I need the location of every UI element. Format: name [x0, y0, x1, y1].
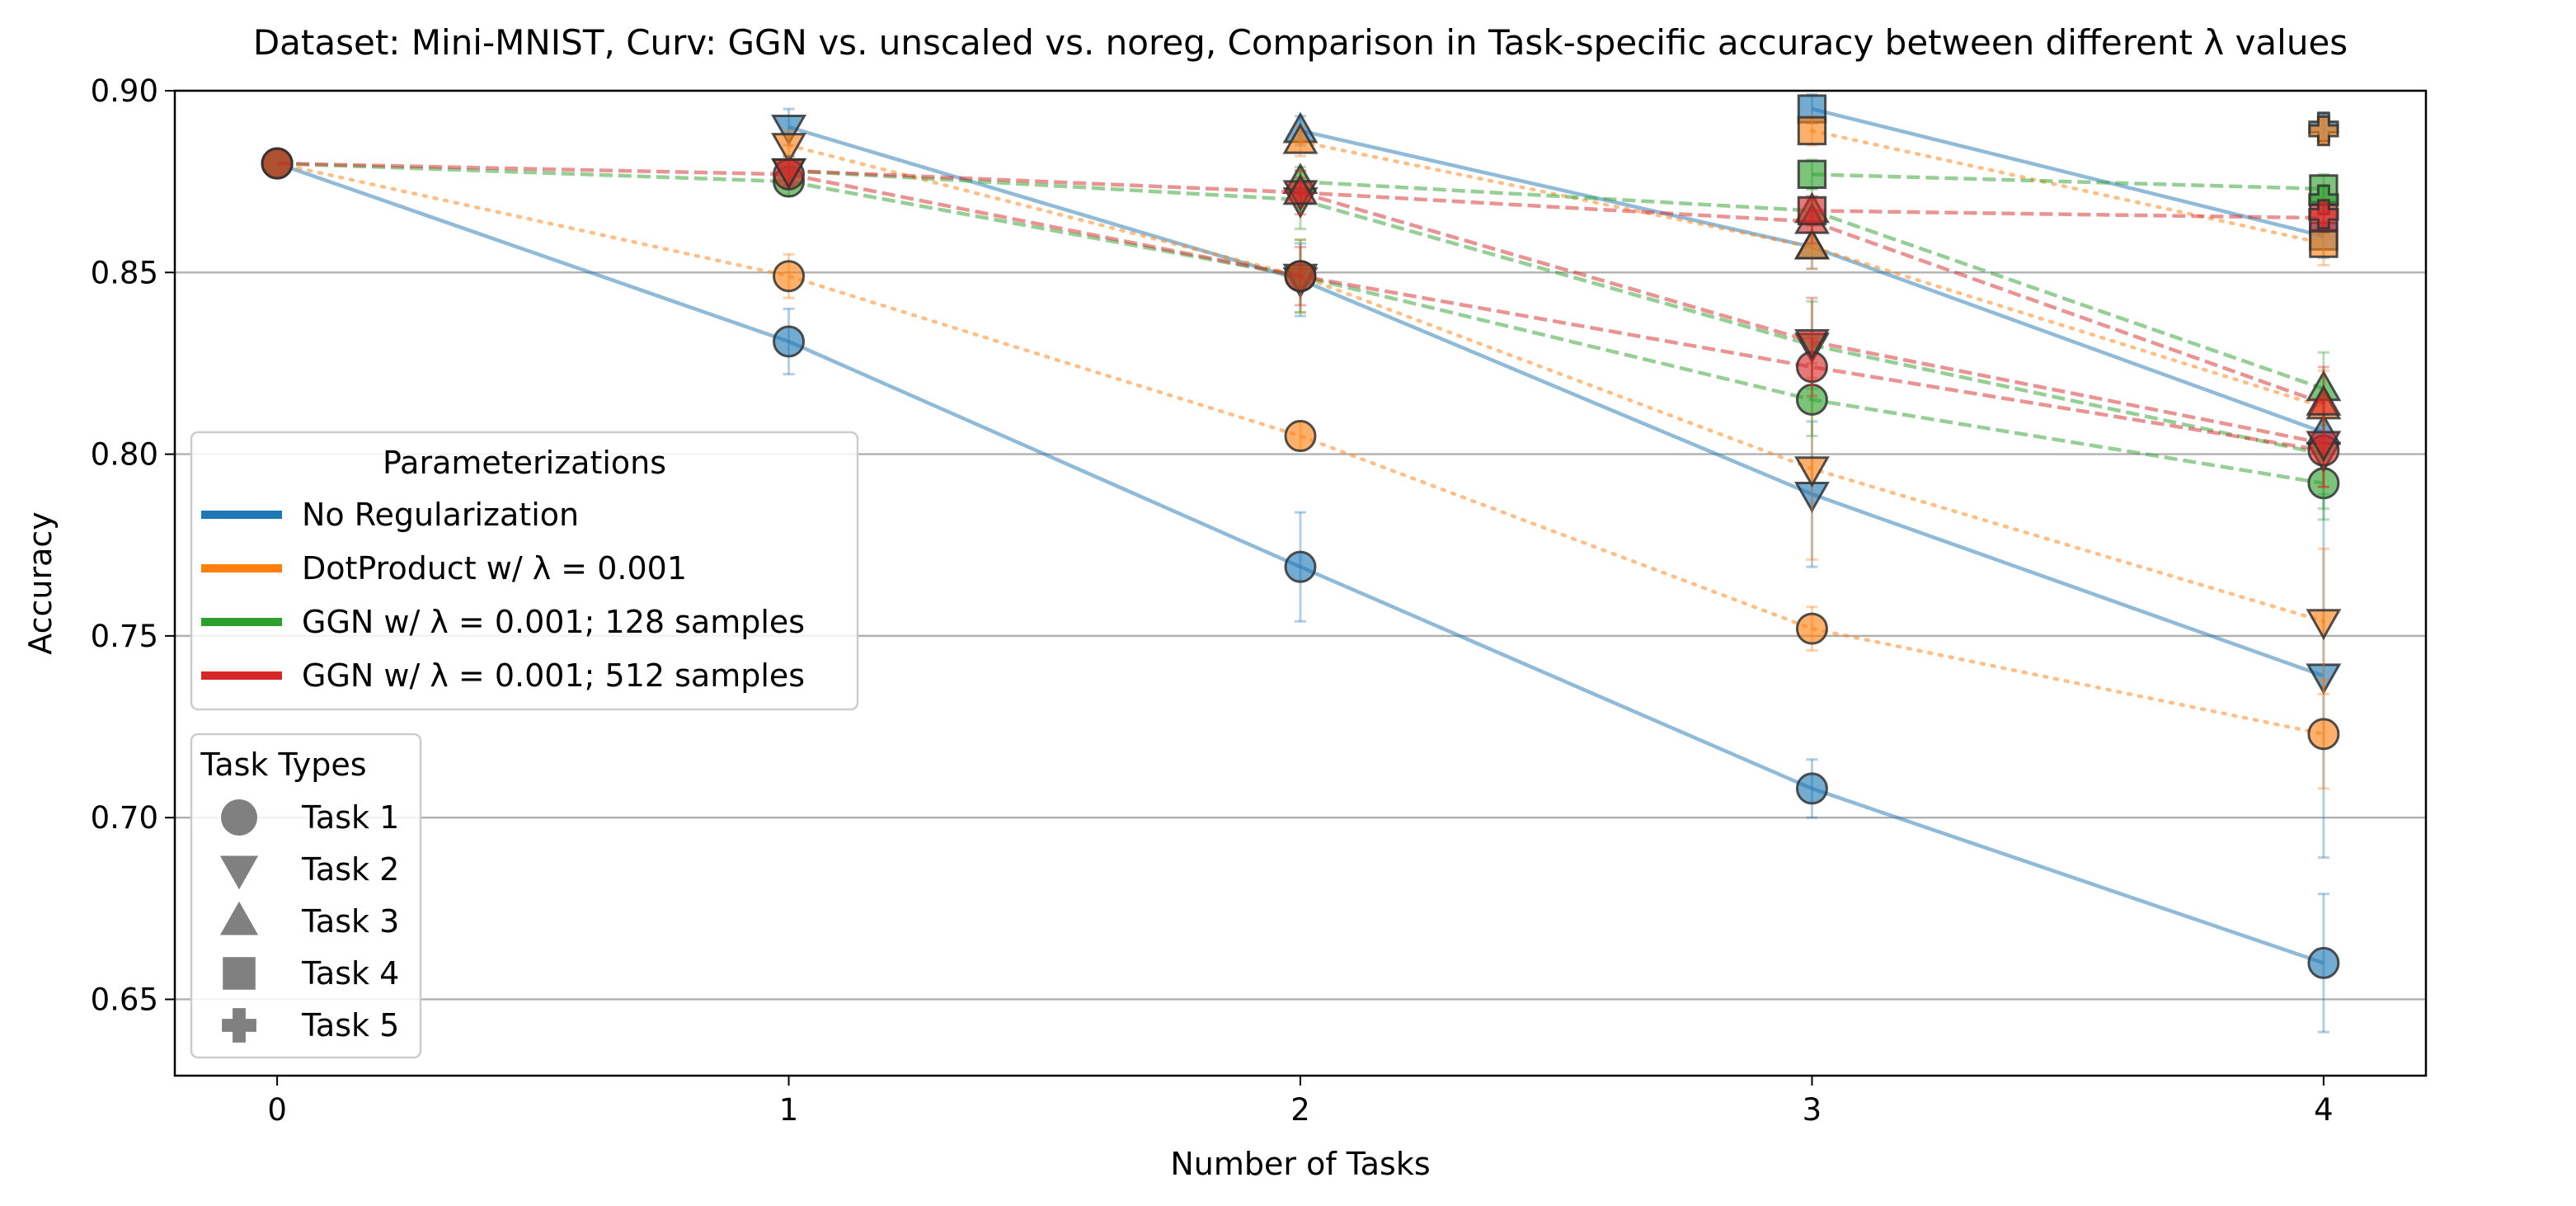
legend-title: Parameterizations — [383, 445, 666, 481]
data-point — [2308, 115, 2339, 147]
x-tick-label: 2 — [1290, 1092, 1310, 1128]
series-layer — [261, 92, 2342, 1034]
legend-parameterizations: Parameterizations No Regularization DotPro… — [190, 431, 859, 711]
legend-label: GGN w/ λ = 0.001; 512 samples — [302, 657, 805, 694]
legend-marker-triangle-down — [219, 855, 259, 890]
x-tick-label: 1 — [779, 1092, 799, 1128]
legend-label: Task 1 — [301, 799, 399, 836]
axes: 0.65 0.70 0.75 0.80 0.85 0.90 0 1 2 3 4 — [91, 73, 2334, 1128]
data-point — [1797, 115, 1827, 146]
series-line — [787, 125, 2325, 678]
legend-marker-plus — [222, 1008, 256, 1043]
data-point — [261, 147, 294, 180]
data-point — [1284, 420, 1317, 453]
data-point — [773, 325, 806, 358]
data-point — [1795, 384, 1828, 417]
data-point — [1795, 612, 1828, 645]
data-point — [2308, 199, 2339, 230]
legend-label: No Regularization — [302, 497, 579, 533]
data-point — [2306, 609, 2342, 641]
legend-label: GGN w/ λ = 0.001; 128 samples — [302, 604, 805, 640]
y-tick-label: 0.85 — [91, 255, 158, 290]
chart-title: Dataset: Mini-MNIST, Curv: GGN vs. unsca… — [253, 22, 2348, 63]
data-point — [773, 260, 806, 293]
legend-task-types: Task Types Task 1 Task 2 Task 3 Task 4 Task 5 — [190, 733, 422, 1059]
series-p3-task2 — [771, 154, 2342, 488]
data-point — [1793, 228, 1830, 260]
y-tick-label: 0.70 — [91, 800, 158, 836]
x-axis-label: Number of Tasks — [1170, 1146, 1430, 1182]
data-point — [2306, 384, 2342, 416]
legend-label: Task 3 — [301, 903, 399, 940]
y-tick-label: 0.80 — [91, 437, 158, 473]
series-p1-task5 — [2308, 115, 2339, 147]
x-tick-label: 0 — [267, 1092, 287, 1128]
legend-label: Task 5 — [301, 1007, 399, 1043]
series-line — [787, 143, 2326, 624]
legend-frame — [190, 431, 859, 711]
data-point — [1284, 260, 1317, 293]
y-tick-label: 0.65 — [91, 982, 158, 1017]
legend-label: Task 2 — [301, 851, 399, 888]
data-point — [1284, 550, 1317, 583]
data-point — [771, 133, 807, 164]
series-line — [1810, 129, 2326, 246]
data-point — [1797, 196, 1827, 226]
x-tick-label: 4 — [2314, 1092, 2334, 1128]
legend-label: DotProduct w/ λ = 0.001 — [302, 550, 687, 587]
data-point — [1282, 173, 1319, 205]
data-point — [771, 115, 807, 146]
data-point — [1793, 329, 1830, 360]
series-line — [788, 168, 2325, 445]
series-line — [1298, 139, 2326, 409]
series-p3-task5 — [2308, 198, 2339, 230]
legend-marker-square — [223, 957, 256, 990]
data-point — [2307, 946, 2340, 979]
data-point — [2306, 431, 2342, 463]
data-point — [2309, 228, 2339, 258]
legend-title: Task Types — [200, 747, 366, 783]
legend-marker-triangle-up — [219, 901, 259, 935]
data-point — [1795, 772, 1828, 805]
series-line — [788, 168, 2325, 456]
y-tick-label: 0.75 — [91, 619, 158, 654]
series-line — [1812, 172, 2324, 191]
data-point — [2307, 718, 2340, 751]
series-line — [1812, 209, 2324, 220]
data-point — [771, 158, 807, 190]
data-point — [1282, 122, 1319, 154]
data-point — [2306, 663, 2342, 695]
legend-marker-circle — [221, 799, 257, 836]
data-point — [1797, 159, 1827, 190]
x-tick-label: 3 — [1803, 1092, 1822, 1128]
legend-label: Task 4 — [301, 955, 399, 992]
data-point — [1793, 456, 1830, 488]
y-tick-label: 0.90 — [91, 73, 158, 109]
y-axis-label: Accuracy — [22, 511, 59, 655]
